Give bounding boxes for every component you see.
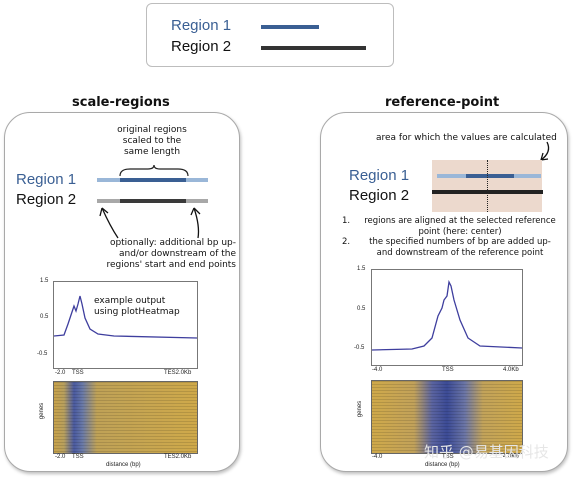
legend-line-region1 [261,25,319,29]
legend-label-region1: Region 1 [171,17,232,34]
steps-list: 1. regions are aligned at the selected r… [342,216,556,258]
right-heatmap [371,380,523,454]
right-profile-xtick-3: 4.0Kb [503,367,519,373]
left-heatmap [53,381,198,454]
right-heatmap-image [372,381,522,453]
watermark: 知乎 @易基因科技 [424,443,549,461]
area-note: area for which the values are calculated [376,133,557,143]
left-profile-plot [53,281,198,369]
left-profile-xtick-3: TES2.0Kb [164,370,192,376]
left-heatmap-xtick-1: -2.0 [55,454,66,460]
reference-point-line [487,160,488,212]
right-region1-bar-core [466,174,514,178]
left-ytick-3: -0.5 [37,351,48,357]
left-region1-label: Region 1 [16,171,77,188]
left-panel-title: scale-regions [72,95,170,110]
right-profile-xtick-1: -4.0 [372,367,383,373]
left-heatmap-xlabel: distance (bp) [106,462,141,468]
left-ytick-1: 1.5 [40,278,49,284]
left-region1-bar-core [120,178,186,182]
legend-line-region2 [261,46,366,50]
right-ytick-3: -0.5 [354,345,365,351]
right-heatmap-xlabel: distance (bp) [425,462,460,468]
right-heatmap-xtick-3: 4.0Kb [503,454,519,460]
step-item: 2. the specified numbers of bp are added… [342,237,551,258]
left-ytick-2: 0.5 [40,314,49,320]
left-region2-label: Region 2 [16,191,77,208]
left-heatmap-xtick-3: TES2.0Kb [164,454,192,460]
legend-box: Region 1 Region 2 [146,3,394,67]
left-region2-bar-core [120,199,186,203]
brace-note: original regions scaled to the same leng… [117,125,187,157]
right-profile-curve [371,279,523,351]
right-heatmap-xtick-1: -4.0 [372,454,383,460]
legend-label-region2: Region 2 [171,38,232,55]
left-heatmap-ylabel: genes [39,402,46,420]
left-profile-xtick-1: -2.0 [55,370,66,376]
right-heatmap-ylabel: genes [357,400,364,418]
step-item: 1. regions are aligned at the selected r… [342,216,556,237]
right-region2-label: Region 2 [349,187,410,204]
area-arrow [540,141,550,161]
plot-note: example output using plotHeatmap [94,296,180,317]
right-profile-plot [371,269,523,366]
right-ytick-1: 1.5 [357,266,366,272]
right-profile-xtick-2: TSS [442,367,454,373]
flank-arrows [99,207,201,239]
brace-shape [119,164,189,177]
left-heatmap-xtick-2: TSS [72,454,84,460]
flank-note: optionally: additional bp up- and/or dow… [106,238,236,270]
left-heatmap-image [54,382,197,453]
left-profile-curve [53,295,198,339]
right-ytick-2: 0.5 [357,306,366,312]
right-panel-title: reference-point [385,95,500,110]
right-heatmap-xtick-2: TSS [442,454,454,460]
left-profile-xtick-2: TSS [72,370,84,376]
right-region1-label: Region 1 [349,167,410,184]
